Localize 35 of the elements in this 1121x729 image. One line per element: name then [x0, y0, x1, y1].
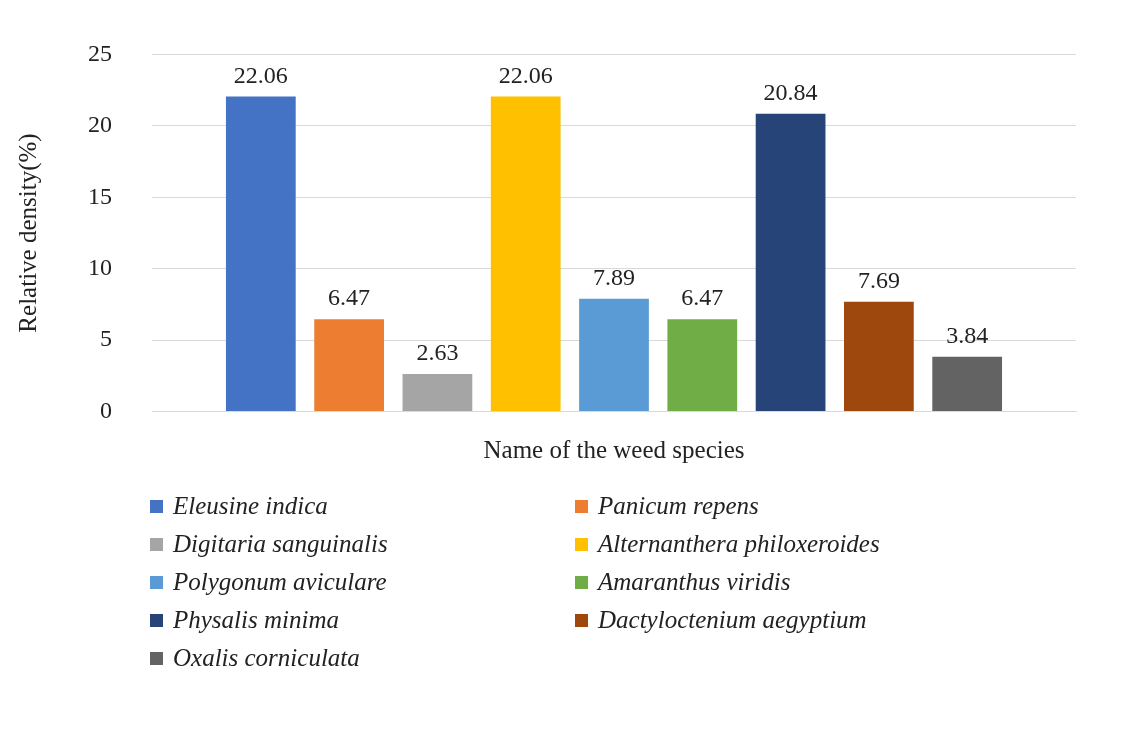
y-axis-title: Relative density(%) — [13, 133, 42, 333]
data-label: 3.84 — [946, 322, 989, 349]
x-axis-title: Name of the weed species — [483, 435, 745, 463]
legend-label: Physalis minima — [173, 606, 339, 634]
data-label: 2.63 — [416, 339, 459, 366]
y-tick-label: 10 — [88, 254, 112, 281]
bar — [667, 319, 738, 412]
data-label: 6.47 — [681, 284, 724, 311]
legend-label: Alternanthera philoxeroides — [598, 530, 880, 558]
bar — [490, 96, 561, 412]
legend-label: Polygonum aviculare — [173, 568, 387, 596]
legend-label: Digitaria sanguinalis — [173, 530, 388, 558]
y-tick-label: 20 — [88, 111, 112, 138]
bar — [579, 298, 649, 412]
bar — [844, 301, 914, 412]
bar — [225, 96, 296, 412]
legend-label: Dactyloctenium aegyptium — [598, 606, 867, 634]
data-label: 7.69 — [857, 267, 900, 294]
bar — [402, 374, 473, 412]
y-tick-label: 0 — [100, 396, 112, 423]
data-label: 6.47 — [328, 284, 371, 311]
data-label: 22.06 — [233, 61, 288, 88]
data-label: 22.06 — [498, 61, 553, 88]
y-tick-label: 15 — [88, 182, 112, 209]
legend-label: Oxalis corniculata — [173, 644, 360, 672]
bar — [932, 356, 1003, 412]
data-label: 20.84 — [763, 79, 818, 106]
data-label: 7.89 — [593, 264, 635, 291]
legend-label: Panicum repens — [598, 492, 759, 520]
bar — [755, 113, 826, 412]
legend-label: Amaranthus viridis — [598, 568, 791, 596]
bar — [314, 319, 384, 412]
legend-label: Eleusine indica — [173, 492, 328, 520]
y-tick-label: 25 — [88, 39, 112, 66]
y-tick-label: 5 — [100, 325, 112, 352]
